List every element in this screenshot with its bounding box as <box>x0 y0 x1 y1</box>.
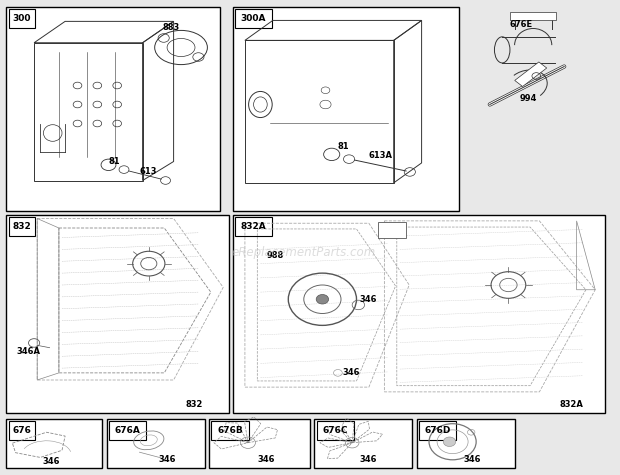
Text: 676C: 676C <box>322 426 348 435</box>
Text: 346: 346 <box>342 369 360 377</box>
Bar <box>6 419 102 468</box>
Text: 346: 346 <box>158 456 175 464</box>
Bar <box>510 12 556 20</box>
Bar <box>109 421 146 440</box>
Bar <box>235 9 272 28</box>
Bar <box>232 7 459 211</box>
Text: 300A: 300A <box>241 14 267 23</box>
Text: 81: 81 <box>108 157 120 166</box>
Bar <box>515 62 547 86</box>
Bar <box>9 217 35 236</box>
Bar <box>107 419 205 468</box>
Text: 883: 883 <box>162 23 180 32</box>
Text: 676: 676 <box>12 426 31 435</box>
Bar <box>419 421 456 440</box>
Text: 346: 346 <box>464 456 481 464</box>
Text: 994: 994 <box>520 94 537 103</box>
Text: 346: 346 <box>360 295 377 304</box>
Text: 300: 300 <box>12 14 31 23</box>
Text: 676D: 676D <box>425 426 451 435</box>
Text: 346: 346 <box>360 456 377 464</box>
Bar <box>232 215 604 413</box>
Text: 676B: 676B <box>217 426 243 435</box>
Text: 346: 346 <box>257 456 275 464</box>
Text: 676E: 676E <box>510 20 533 29</box>
Bar <box>235 217 272 236</box>
Bar <box>9 9 35 28</box>
Bar <box>378 222 406 238</box>
Text: 346A: 346A <box>17 347 41 356</box>
Text: 676A: 676A <box>115 426 141 435</box>
Text: 346: 346 <box>42 457 60 466</box>
Circle shape <box>316 294 329 304</box>
Bar <box>211 421 249 440</box>
Text: 832: 832 <box>12 222 31 230</box>
Bar <box>209 419 310 468</box>
Bar <box>6 215 229 413</box>
Text: 832A: 832A <box>241 222 267 230</box>
Text: eReplacementParts.com: eReplacementParts.com <box>232 246 376 259</box>
Bar <box>417 419 515 468</box>
Text: 613: 613 <box>140 168 157 176</box>
Bar <box>314 419 412 468</box>
Bar <box>9 421 35 440</box>
Text: 613A: 613A <box>369 152 393 160</box>
Text: 81: 81 <box>338 142 350 151</box>
Circle shape <box>443 437 456 446</box>
Text: 832: 832 <box>186 400 203 409</box>
Bar <box>6 7 220 211</box>
Bar <box>317 421 354 440</box>
Text: 832A: 832A <box>560 400 584 409</box>
Text: 988: 988 <box>267 251 284 260</box>
